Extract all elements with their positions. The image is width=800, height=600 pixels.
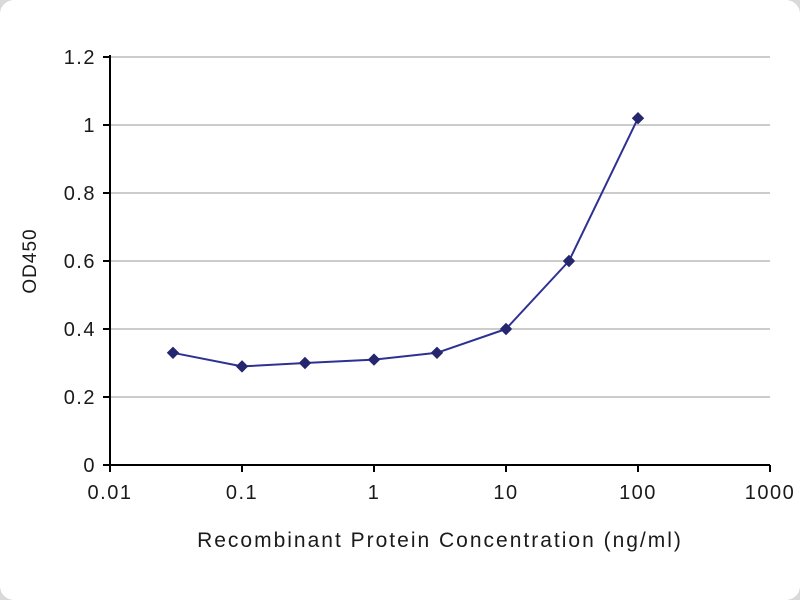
data-point-marker [235,360,249,373]
x-tick-label: 0.01 [88,482,133,504]
y-axis-label: OD450 [20,228,41,293]
data-point-marker [499,322,513,336]
x-axis-label: Recombinant Protein Concentration (ng/ml… [197,529,683,552]
data-series [166,111,645,373]
y-tick-label: 1 [83,115,96,137]
y-tick-label: 0 [83,455,96,477]
x-tick-label: 10 [493,482,518,504]
x-tick-label: 100 [619,482,657,504]
x-tick-label: 1 [368,482,381,504]
data-point-marker [430,346,444,360]
y-tick-label: 0.6 [64,251,96,273]
y-tick-label: 0.8 [64,183,96,205]
data-point-marker [562,254,576,268]
x-tick-label: 0.1 [226,482,258,504]
y-tick-label: 0.4 [64,319,96,341]
data-point-marker [367,353,381,366]
gridlines [110,56,770,398]
x-tick-label: 1000 [745,482,796,504]
data-point-marker [166,346,180,360]
data-point-marker [631,111,645,125]
y-tick-label: 1.2 [64,47,96,69]
tick-labels: 0 0.2 0.4 0.6 0.8 1 1.2 0.01 0.1 1 10 100 1000 [64,47,796,504]
y-tick-label: 0.2 [64,387,96,409]
axes [109,55,770,466]
data-point-marker [298,356,312,370]
series-line [172,117,639,368]
